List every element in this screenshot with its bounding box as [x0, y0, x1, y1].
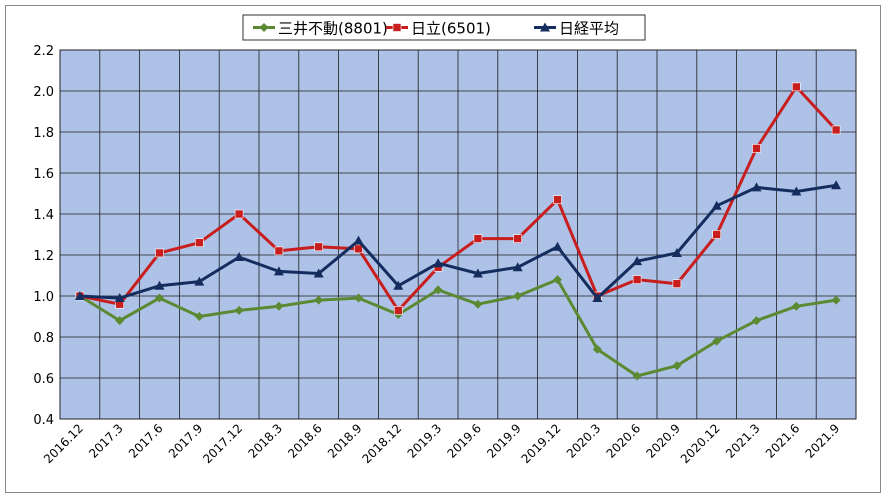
y-tick-label: 2.0	[33, 85, 54, 100]
data-point	[632, 256, 643, 266]
data-point	[274, 301, 284, 311]
data-point	[513, 234, 523, 243]
data-point	[354, 244, 363, 254]
series-line	[79, 85, 838, 312]
data-point	[472, 268, 483, 278]
data-point	[194, 312, 204, 321]
data-point	[393, 306, 403, 315]
data-point	[672, 279, 682, 289]
legend-label: 日立(6501)	[411, 20, 491, 38]
data-point	[194, 276, 205, 286]
y-tick-label: 2.2	[33, 44, 54, 59]
data-point	[314, 295, 324, 305]
chart-frame: 0.4 0.6 0.8 1.0 1.2 1.4 1.6 1.8 2.0 2.2 2016.12 201…	[5, 5, 881, 493]
data-point	[74, 291, 85, 300]
data-point	[671, 247, 682, 257]
data-point	[195, 238, 204, 247]
data-point	[393, 280, 404, 290]
data-point	[473, 234, 483, 243]
series-group	[74, 180, 842, 303]
data-point	[553, 275, 562, 285]
legend-label: 日経平均	[559, 20, 619, 38]
data-point	[632, 371, 642, 381]
data-point	[234, 252, 245, 262]
data-point	[392, 23, 402, 32]
data-point	[433, 285, 443, 295]
data-point	[831, 125, 841, 135]
data-point	[831, 295, 841, 305]
data-point	[592, 344, 602, 354]
data-point	[791, 186, 802, 196]
data-point	[354, 293, 363, 303]
data-point	[512, 262, 523, 272]
y-tick-label: 0.8	[33, 331, 54, 346]
data-point	[273, 266, 284, 276]
data-point	[314, 242, 324, 252]
data-point	[540, 22, 550, 32]
y-tick-label: 1.6	[33, 167, 54, 182]
data-point	[513, 291, 523, 301]
data-point	[712, 336, 722, 346]
y-tick-label: 1.0	[33, 290, 54, 305]
data-point	[433, 258, 444, 268]
data-point	[115, 316, 125, 326]
data-point	[553, 195, 562, 204]
data-point	[752, 316, 761, 326]
y-tick-label: 1.8	[33, 126, 54, 141]
data-point	[712, 230, 722, 239]
data-point	[791, 301, 801, 311]
legend-label: 三井不動(8801)	[278, 20, 388, 38]
y-tick-label: 1.4	[33, 208, 54, 223]
data-point	[592, 293, 603, 303]
data-point	[234, 305, 244, 315]
legend-box	[242, 14, 646, 41]
series-line	[79, 183, 837, 300]
data-point	[234, 209, 244, 219]
series-line	[79, 278, 837, 378]
y-tick-label: 0.4	[33, 413, 54, 428]
data-point	[552, 241, 563, 251]
series-group	[75, 82, 841, 315]
data-point	[831, 180, 842, 190]
data-point	[259, 23, 269, 32]
data-point	[751, 182, 762, 192]
data-point	[752, 144, 761, 153]
data-point	[711, 200, 722, 210]
data-point	[114, 293, 125, 303]
y-tick-label: 1.2	[33, 249, 54, 264]
data-point	[274, 246, 284, 256]
data-point	[791, 82, 801, 92]
data-point	[155, 293, 164, 303]
data-point	[154, 280, 165, 290]
y-tick-label: 0.6	[33, 372, 54, 387]
series-group	[75, 275, 841, 381]
data-point	[155, 248, 164, 258]
data-point	[473, 299, 483, 309]
data-point	[353, 235, 364, 245]
data-point	[672, 361, 682, 371]
data-point	[313, 268, 324, 278]
data-point	[632, 275, 642, 284]
